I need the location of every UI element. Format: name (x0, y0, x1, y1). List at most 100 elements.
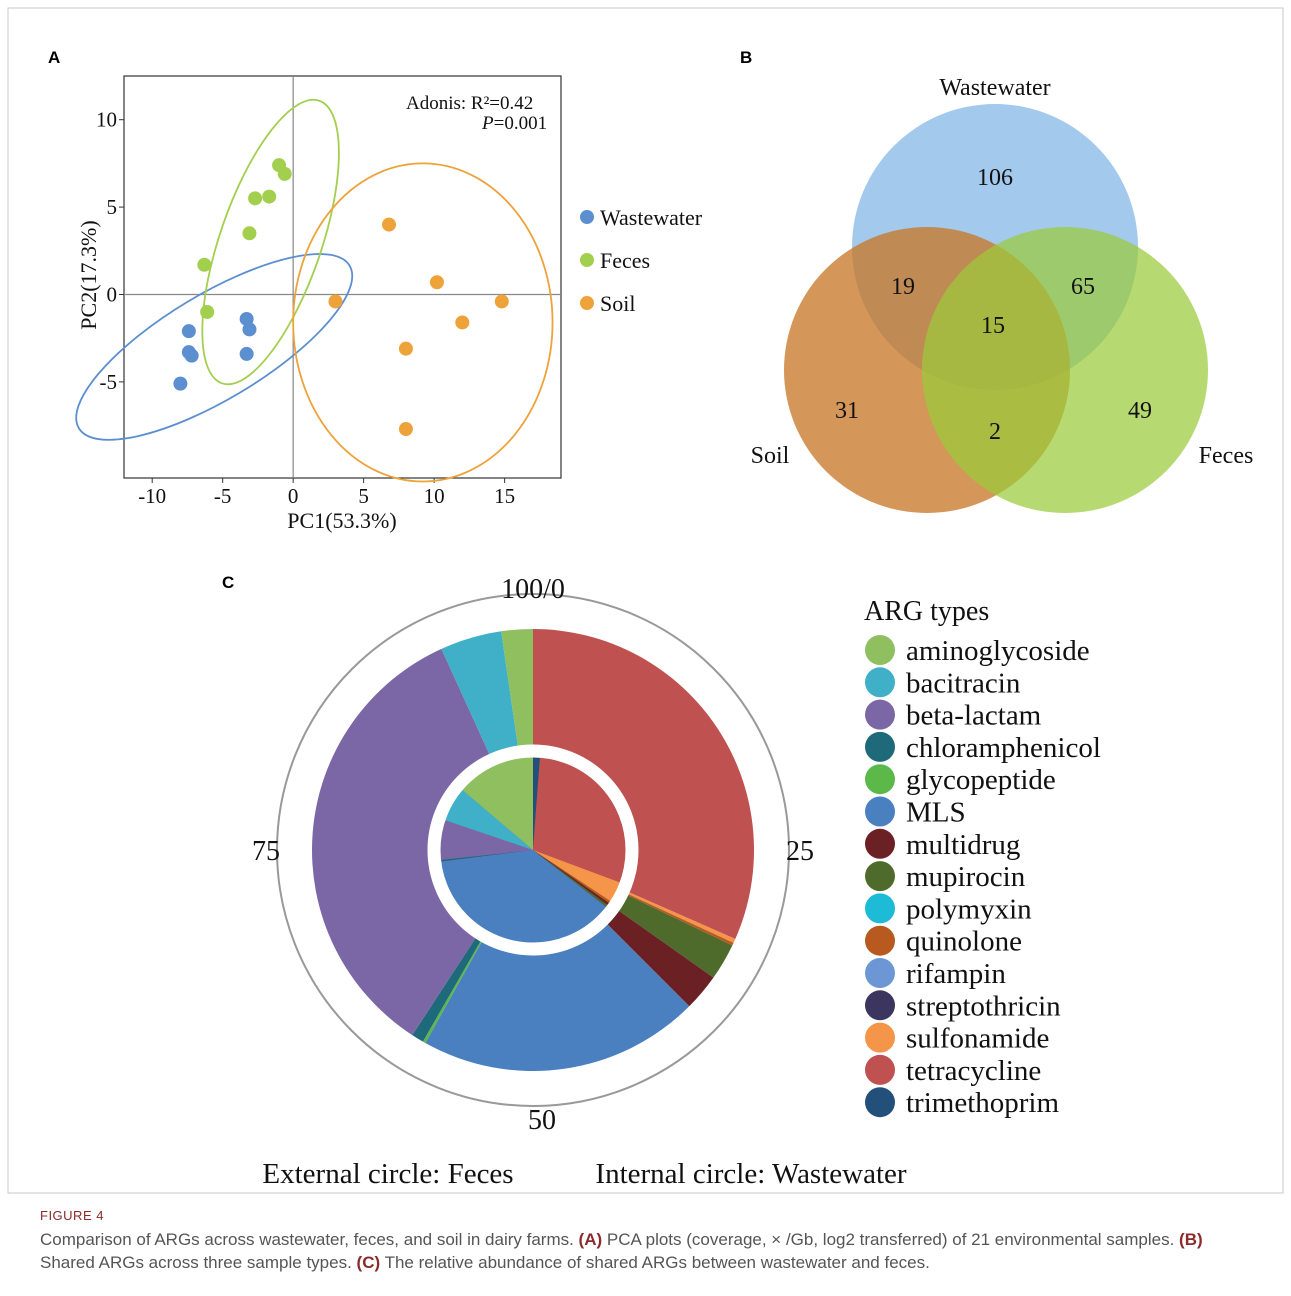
x-tick-label: 0 (288, 484, 299, 508)
legend-swatch-tetracycline (865, 1054, 895, 1085)
venn-circle-feces (922, 227, 1208, 513)
venn-count-soil-feces: 2 (989, 419, 1001, 445)
legend-label-aminoglycoside: aminoglycoside (906, 635, 1090, 667)
legend-swatch-sulfonamide (865, 1022, 895, 1053)
legend-swatch-mls (865, 796, 895, 827)
slice-wastewater-multidrug (533, 850, 611, 907)
venn-count-all-three: 15 (981, 313, 1005, 339)
venn-count-soil-only: 31 (835, 398, 859, 424)
slice-wastewater-trimethoprim (533, 755, 541, 850)
slice-wastewater-mupirocin (533, 850, 610, 909)
caption-part-5: (C) (356, 1253, 381, 1272)
y-tick-label: 0 (107, 282, 118, 306)
legend-label-multidrug: multidrug (906, 829, 1020, 861)
legend-label-wastewater: Wastewater (600, 205, 703, 230)
legend-label-feces: Feces (600, 248, 650, 273)
caption-part-4: Shared ARGs across three sample types. (40, 1253, 357, 1272)
legend-swatch-chloramphenicol (865, 731, 895, 762)
point-soil (328, 294, 343, 309)
venn-count-wastewater-soil: 19 (891, 274, 915, 300)
slice-wastewater-mls (438, 850, 609, 946)
pca-axes: -10 -5 0 5 10 15 -5 0 5 10 (96, 76, 561, 508)
ellipse-feces (201, 98, 340, 386)
pca-x-axis-label: PC1(53.3%) (287, 508, 396, 533)
pca-points (173, 158, 509, 437)
x-tick-label: -10 (138, 484, 166, 508)
point-wastewater (242, 322, 257, 337)
point-soil (494, 294, 509, 309)
legend-swatch-bacitracin (865, 667, 895, 698)
legend-label-mupirocin: mupirocin (906, 861, 1026, 893)
ellipse-wastewater (75, 253, 354, 441)
scale-label-bottom: 50 (528, 1105, 556, 1136)
x-tick-label: -5 (214, 484, 232, 508)
x-tick-label: 5 (358, 484, 369, 508)
figure-caption: Comparison of ARGs across wastewater, fe… (40, 1228, 1255, 1274)
legend-swatch-quinolone (865, 925, 895, 956)
legend-label-trimethoprim: trimethoprim (906, 1087, 1059, 1119)
pca-y-axis-label: PC2(17.3%) (76, 220, 101, 329)
caption-part-3: (B) (1179, 1230, 1203, 1249)
slice-wastewater-bacitracin (443, 788, 533, 850)
legend-label-beta-lactam: beta-lactam (906, 700, 1042, 732)
legend-label-glycopeptide: glycopeptide (906, 764, 1056, 796)
point-wastewater (173, 376, 188, 391)
percent-scale-ring (276, 593, 790, 1107)
legend-label-mls: MLS (906, 797, 966, 829)
legend-swatch-aminoglycoside (865, 635, 895, 665)
caption-part-6: The relative abundance of shared ARGs be… (380, 1253, 930, 1272)
venn-count-wastewater-feces: 65 (1071, 274, 1095, 300)
legend-swatch-glycopeptide (865, 764, 895, 795)
point-soil (398, 422, 413, 437)
slice-feces-beta-lactam (311, 648, 533, 1036)
panel-letter-c: C (222, 573, 234, 592)
caption-part-2: PCA plots (coverage, × /Gb, log2 transfe… (602, 1230, 1180, 1249)
legend-swatch-multidrug (865, 828, 895, 859)
panel-letter-b: B (740, 48, 752, 67)
point-feces (197, 257, 212, 272)
point-wastewater (239, 311, 254, 326)
caption-part-0: Comparison of ARGs across wastewater, fe… (40, 1230, 579, 1249)
pca-plot: -10 -5 0 5 10 15 -5 0 5 10 Adonis: R²=0.42 P=0.00… (75, 75, 703, 533)
legend-title: ARG types (864, 596, 989, 627)
y-tick-label: 5 (107, 195, 118, 219)
point-feces (262, 189, 277, 204)
adonis-p-value: P=0.001 (481, 113, 547, 134)
external-circle-note: External circle: Feces (262, 1158, 513, 1190)
y-tick-label: 10 (96, 108, 117, 132)
y-tick-label: -5 (100, 370, 118, 394)
point-wastewater (239, 346, 254, 361)
slice-wastewater-chloramphenicol (438, 850, 533, 862)
legend-label-sulfonamide: sulfonamide (906, 1023, 1049, 1055)
pca-legend: Wastewater Feces Soil (580, 205, 703, 316)
internal-circle-note: Internal circle: Wastewater (595, 1158, 906, 1190)
point-feces (200, 304, 215, 319)
legend-swatch-polymyxin (865, 893, 895, 924)
point-feces (248, 191, 263, 206)
slice-feces-mls (425, 850, 690, 1071)
venn-label-feces: Feces (1199, 443, 1254, 469)
nested-donut-chart: 100/0 25 50 75 ARG types aminoglycosideb… (252, 574, 1101, 1190)
legend-marker-soil (580, 296, 594, 310)
venn-count-wastewater-only: 106 (977, 165, 1013, 191)
adonis-annotation: Adonis: R²=0.42 (406, 93, 533, 114)
venn-label-soil: Soil (751, 443, 790, 469)
point-feces (277, 166, 292, 181)
legend-marker-wastewater (580, 210, 594, 224)
x-tick-label: 10 (424, 484, 445, 508)
pca-ellipses (75, 98, 554, 483)
venn-label-wastewater: Wastewater (939, 75, 1050, 101)
point-feces (242, 226, 257, 241)
point-soil (398, 341, 413, 356)
legend-label-soil: Soil (600, 291, 635, 316)
ring-separator (427, 744, 639, 956)
legend-swatch-mupirocin (865, 861, 895, 892)
point-wastewater (184, 348, 199, 363)
legend-label-streptothricin: streptothricin (906, 990, 1061, 1022)
legend-label-rifampin: rifampin (906, 958, 1006, 990)
legend-label-tetracycline: tetracycline (906, 1055, 1041, 1087)
legend-label-quinolone: quinolone (906, 926, 1022, 958)
slice-wastewater-aminoglycoside (460, 755, 533, 850)
point-soil (429, 275, 444, 290)
arg-types-legend: aminoglycosidebacitracinbeta-lactamchlor… (865, 635, 1101, 1119)
